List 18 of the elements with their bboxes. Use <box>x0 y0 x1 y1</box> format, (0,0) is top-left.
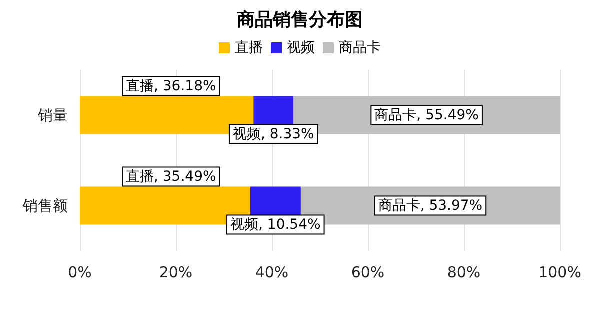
x-tick-label: 20% <box>159 264 193 282</box>
x-tick-label: 60% <box>351 264 385 282</box>
x-tick-label: 0% <box>68 264 92 282</box>
data-label: 商品卡, 53.97% <box>378 198 483 214</box>
data-label: 直播, 36.18% <box>126 78 216 94</box>
x-tick-label: 100% <box>538 264 582 282</box>
data-label: 商品卡, 55.49% <box>374 107 479 124</box>
x-tick-label: 40% <box>255 264 289 282</box>
legend-label: 视频 <box>287 40 315 56</box>
x-tick-label: 80% <box>447 264 481 282</box>
legend-label: 直播 <box>235 40 263 56</box>
legend-label: 商品卡 <box>339 40 381 56</box>
y-tick-label: 销售额 <box>22 196 68 215</box>
data-label: 视频, 10.54% <box>230 216 321 233</box>
y-tick-label: 销量 <box>37 106 68 124</box>
data-label: 直播, 35.49% <box>126 168 216 185</box>
data-label: 视频, 8.33% <box>232 126 314 142</box>
chart-title: 商品销售分布图 <box>236 10 363 30</box>
